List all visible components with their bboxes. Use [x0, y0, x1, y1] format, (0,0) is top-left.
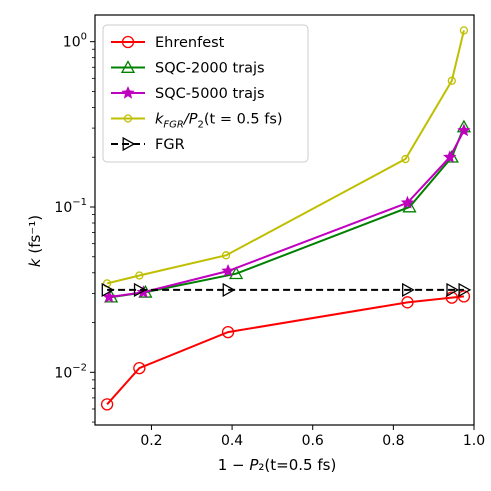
series-3: [102, 123, 471, 303]
data-point: [401, 296, 414, 309]
series-4: [102, 26, 469, 288]
data-point: [133, 361, 146, 375]
data-point: [401, 154, 410, 164]
y-axis-title: k (fs⁻¹): [26, 215, 44, 267]
y-tick-label: 10−2: [54, 362, 87, 381]
legend-marker: [122, 136, 136, 152]
data-point: [458, 282, 472, 298]
series-line: [106, 295, 465, 406]
x-tick-label: 0.6: [302, 433, 324, 449]
data-point: [135, 271, 144, 280]
data-point: [100, 398, 114, 411]
x-tick-label: 0.8: [382, 433, 404, 449]
y-axis-title-k: k: [26, 257, 44, 267]
data-point: [222, 282, 236, 298]
legend-box: [102, 24, 309, 163]
legend: Ehrenfest SQC-2000 trajs SQC-5000 trajs kFG…: [102, 24, 309, 163]
series-line: [108, 130, 465, 299]
x-tick-label: 0.2: [140, 433, 162, 449]
legend-label: kFGR/P2(t = 0.5 fs): [155, 112, 283, 131]
y-axis-title-unit: (fs⁻¹): [26, 215, 44, 259]
legend-marker: [120, 60, 136, 73]
data-point: [459, 26, 469, 35]
legend-label: SQC-2000 trajs: [155, 61, 265, 77]
legend-label: Ehrenfest: [155, 35, 225, 51]
series-line: [106, 30, 465, 285]
data-point: [229, 266, 244, 280]
data-point: [402, 282, 415, 298]
data-point: [221, 325, 235, 339]
data-point: [443, 150, 457, 163]
data-point: [445, 291, 458, 304]
y-tick-label: 10−1: [54, 197, 87, 216]
data-point: [400, 195, 415, 209]
x-axis-title-prefix: 1 −: [218, 456, 250, 474]
data-point: [101, 282, 115, 298]
legend-marker: [121, 85, 135, 99]
y-tick-label: 100: [63, 32, 87, 51]
legend-marker: [123, 114, 133, 123]
x-tick-label: 1.0: [463, 433, 485, 449]
legend-marker: [121, 35, 135, 49]
x-axis-title: 1 − P₂(t=0.5 fs): [218, 456, 337, 474]
data-point: [221, 263, 235, 277]
data-point: [446, 282, 460, 298]
data-point: [221, 251, 231, 260]
legend-label: SQC-5000 trajs: [155, 86, 265, 102]
x-axis-title-tail: ₂(t=0.5 fs): [258, 456, 336, 474]
x-tick-label: 0.4: [221, 433, 243, 449]
data-point: [133, 282, 147, 298]
plot-frame: [94, 14, 475, 426]
series-5: [101, 282, 472, 298]
data-point: [457, 290, 471, 303]
legend-label: FGR: [155, 137, 185, 153]
x-axis-title-p: P: [249, 456, 259, 474]
data-point: [457, 123, 471, 137]
data-point: [447, 76, 456, 85]
series-1: [100, 290, 471, 411]
plot-area: 0.2 0.4 0.6 0.8 1.0 10−2 10−1 100: [54, 14, 485, 449]
